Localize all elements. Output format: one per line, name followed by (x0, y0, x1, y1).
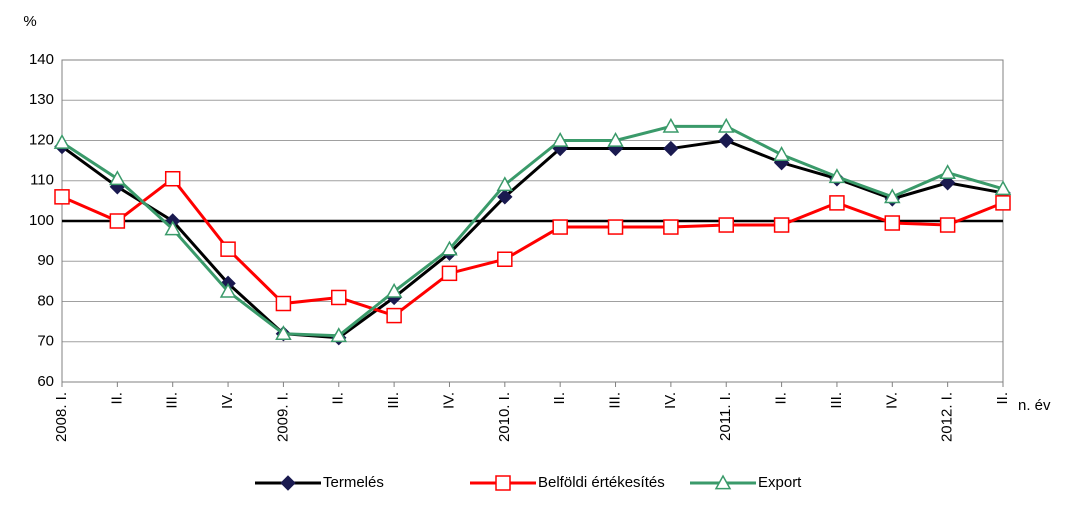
series-line (61, 176, 1004, 318)
marker (496, 176, 514, 192)
x-tick-label: II. (108, 392, 125, 405)
x-tick-label: 2008. I. (53, 392, 70, 442)
marker (164, 170, 181, 187)
marker (829, 195, 845, 211)
marker (280, 475, 296, 491)
x-tick-label: II. (994, 392, 1011, 405)
marker (552, 219, 568, 235)
y-tick-label: 130 (29, 91, 54, 108)
x-tick-label: 2012. I. (939, 392, 956, 442)
marker (607, 219, 624, 235)
x-tick-label: III. (606, 392, 623, 409)
marker (164, 220, 181, 236)
legend-label: Belföldi értékesítés (538, 474, 665, 491)
marker (718, 132, 734, 149)
marker (330, 327, 348, 343)
marker (497, 189, 513, 205)
x-tick-label: III. (828, 392, 845, 409)
marker (109, 170, 126, 186)
x-tick-label: II. (551, 392, 568, 405)
y-tick-label: 110 (30, 172, 54, 189)
legend-label: Termelés (323, 474, 384, 491)
marker (663, 140, 679, 157)
x-tick-label: IV. (440, 392, 457, 409)
marker (717, 117, 735, 133)
marker (995, 195, 1011, 211)
marker (331, 289, 347, 306)
x-axis-label: n. év (1018, 397, 1051, 414)
y-tick-label: 80 (37, 292, 54, 309)
marker (994, 180, 1012, 196)
marker (939, 217, 956, 233)
y-axis-label: % (23, 13, 36, 30)
x-tick-label: III. (164, 392, 181, 409)
x-tick-label: IV. (219, 392, 236, 409)
marker (884, 188, 901, 204)
marker (275, 295, 292, 312)
series-line (61, 124, 1004, 338)
marker (53, 133, 71, 149)
x-tick-label: 2011. I. (717, 392, 734, 441)
y-tick-label: 100 (29, 212, 54, 229)
x-tick-label: III. (385, 392, 402, 409)
x-tick-label: II. (773, 392, 790, 405)
marker (828, 168, 846, 184)
marker (662, 117, 680, 133)
marker (939, 164, 956, 180)
y-tick-label: 60 (37, 373, 54, 390)
marker (497, 251, 513, 267)
marker (54, 189, 70, 205)
marker (714, 474, 732, 490)
marker (718, 217, 734, 233)
y-tick-label: 90 (37, 252, 54, 269)
marker (939, 175, 956, 191)
y-tick-label: 70 (37, 333, 54, 350)
x-tick-label: II. (330, 392, 347, 405)
marker (551, 131, 569, 147)
marker (884, 215, 901, 231)
x-tick-label: IV. (883, 392, 900, 409)
marker (441, 240, 458, 256)
marker (773, 146, 790, 161)
y-tick-label: 140 (29, 51, 54, 68)
marker (773, 217, 790, 233)
marker (220, 241, 236, 257)
x-tick-label: IV. (662, 392, 679, 409)
marker (441, 265, 458, 282)
marker (109, 213, 126, 229)
marker (219, 282, 237, 298)
x-tick-label: 2010. I. (496, 392, 513, 442)
marker (275, 325, 292, 341)
series-line (61, 138, 1004, 340)
marker (663, 219, 679, 235)
y-tick-label: 120 (29, 131, 54, 148)
legend-label: Export (758, 474, 802, 491)
marker (386, 307, 402, 324)
marker (385, 282, 403, 298)
marker (495, 475, 511, 491)
x-tick-label: 2009. I. (274, 392, 291, 442)
marker (607, 131, 624, 147)
